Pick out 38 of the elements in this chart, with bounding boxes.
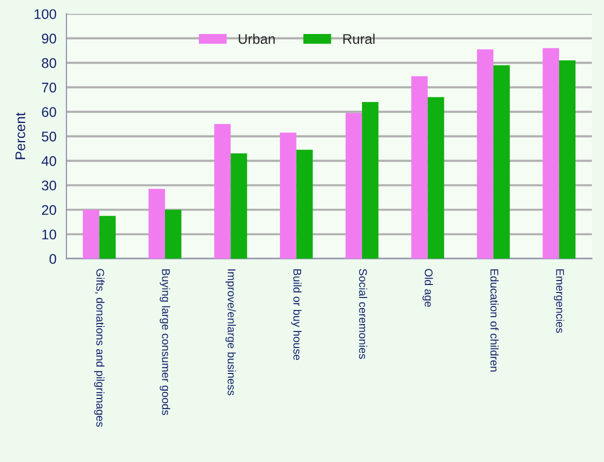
- bar: [99, 216, 116, 259]
- bar: [493, 65, 510, 259]
- y-tick-label: 100: [34, 9, 56, 20]
- bar: [476, 49, 494, 259]
- y-tick-label: 50: [42, 132, 56, 142]
- y-axis-title: Percent: [16, 112, 26, 160]
- bar: [230, 153, 248, 259]
- x-tick-label: Gifts, donations and pilgrimages: [94, 269, 104, 427]
- x-tick-label: Buying large consumer goods: [160, 269, 170, 416]
- bar: [411, 76, 428, 259]
- bar: [542, 48, 560, 259]
- bar: [280, 132, 296, 259]
- x-tick-label: Emergencies: [554, 269, 564, 333]
- y-tick-label: 20: [42, 205, 56, 215]
- y-tick-label: 90: [42, 34, 56, 44]
- x-tick-label: Build or buy house: [291, 269, 302, 360]
- x-tick-label: Social ceremonies: [359, 268, 368, 359]
- x-tick-label: Education of children: [490, 269, 499, 372]
- bar: [214, 124, 231, 259]
- bar: [148, 188, 165, 259]
- y-tick-label: 30: [42, 180, 56, 190]
- legend-label: Rural: [343, 34, 374, 44]
- y-tick-label: 0: [50, 254, 56, 264]
- bar: [428, 97, 444, 259]
- y-tick-label: 40: [42, 156, 56, 166]
- bar: [362, 102, 378, 259]
- bar: [164, 210, 182, 259]
- y-tick-label: 80: [42, 58, 56, 68]
- bar: [82, 210, 100, 259]
- legend-label: Urban: [238, 34, 275, 44]
- x-tick-label: Improve/enlarge business: [225, 269, 236, 396]
- x-tick-label: Old age: [422, 268, 433, 307]
- bar: [346, 113, 362, 259]
- y-tick-label: 60: [42, 107, 56, 117]
- bar: [559, 60, 576, 259]
- y-tick-label: 70: [42, 82, 56, 92]
- y-tick-label: 10: [42, 230, 56, 240]
- bar: [296, 150, 313, 259]
